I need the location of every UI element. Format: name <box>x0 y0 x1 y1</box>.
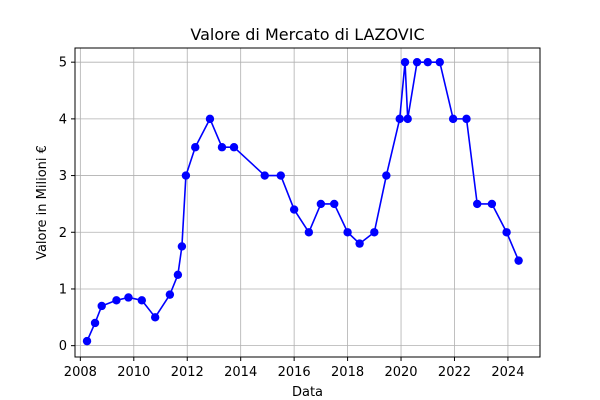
x-tick-label: 2016 <box>278 365 311 380</box>
data-point <box>462 114 471 124</box>
x-tick-label: 2012 <box>171 365 204 380</box>
data-point <box>90 318 100 328</box>
series-layer <box>82 57 523 346</box>
y-tick-label: 0 <box>59 339 67 354</box>
data-point <box>472 199 482 209</box>
data-point <box>330 199 339 209</box>
y-tick-label: 2 <box>59 226 67 241</box>
y-tick-label: 4 <box>59 112 67 127</box>
data-point <box>448 114 458 124</box>
data-point <box>435 57 444 67</box>
data-point <box>181 171 191 180</box>
data-point <box>191 143 200 152</box>
plot-frame <box>74 47 541 358</box>
data-point <box>229 143 239 152</box>
x-tick-label: 2010 <box>117 365 150 380</box>
y-axis-label: Valore in Milioni € <box>35 145 50 260</box>
y-tick-label: 1 <box>59 282 67 297</box>
x-tick-label: 2008 <box>64 365 97 380</box>
data-point <box>487 199 497 209</box>
x-axis-label: Data <box>292 385 323 400</box>
chart-title: Valore di Mercato di LAZOVIC <box>190 25 424 44</box>
data-point <box>217 143 227 152</box>
y-tick-label: 5 <box>59 56 67 71</box>
grid <box>75 48 540 357</box>
data-point <box>205 114 215 124</box>
data-point <box>304 228 314 237</box>
data-point <box>260 171 269 180</box>
data-point <box>316 199 326 209</box>
data-point <box>423 57 432 67</box>
x-tick-label: 2024 <box>491 365 524 380</box>
data-point <box>82 336 92 346</box>
data-point <box>289 205 299 214</box>
data-point <box>343 228 352 237</box>
data-point <box>165 290 175 299</box>
data-point <box>150 313 160 322</box>
data-point <box>395 114 404 124</box>
data-point <box>276 171 285 180</box>
data-point <box>400 57 410 67</box>
data-point <box>412 57 422 67</box>
x-tick-label: 2014 <box>224 365 257 380</box>
data-point <box>173 270 183 279</box>
data-point <box>177 242 187 251</box>
x-axis-ticks: 2008 2010 2012 2014 2016 2018 2020 2022 2024 <box>64 357 524 380</box>
y-tick-label: 3 <box>59 169 67 184</box>
x-tick-label: 2022 <box>438 365 471 380</box>
data-point <box>355 239 364 248</box>
data-point <box>403 114 412 124</box>
data-point <box>97 301 106 311</box>
data-point <box>514 256 523 265</box>
x-tick-label: 2018 <box>331 365 364 380</box>
data-point <box>502 228 511 237</box>
data-point <box>137 296 147 305</box>
x-tick-label: 2020 <box>384 365 417 380</box>
data-point <box>112 296 121 305</box>
data-point <box>124 293 133 302</box>
y-axis-ticks: 0 1 2 3 4 5 <box>59 56 75 354</box>
data-point <box>382 171 391 180</box>
data-point <box>370 228 379 237</box>
